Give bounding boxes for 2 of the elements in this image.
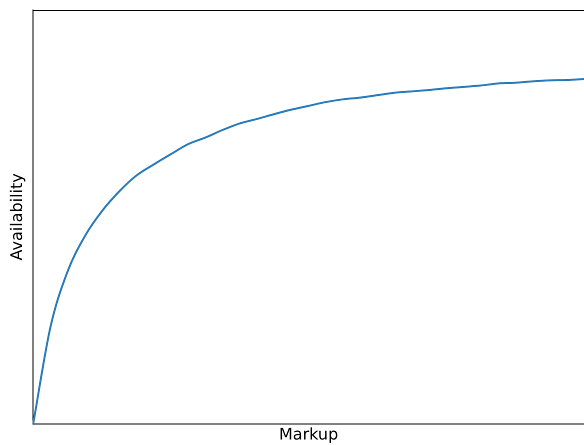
x-axis-title: Markup [278, 424, 338, 444]
y-axis-title: Availability [6, 173, 26, 261]
